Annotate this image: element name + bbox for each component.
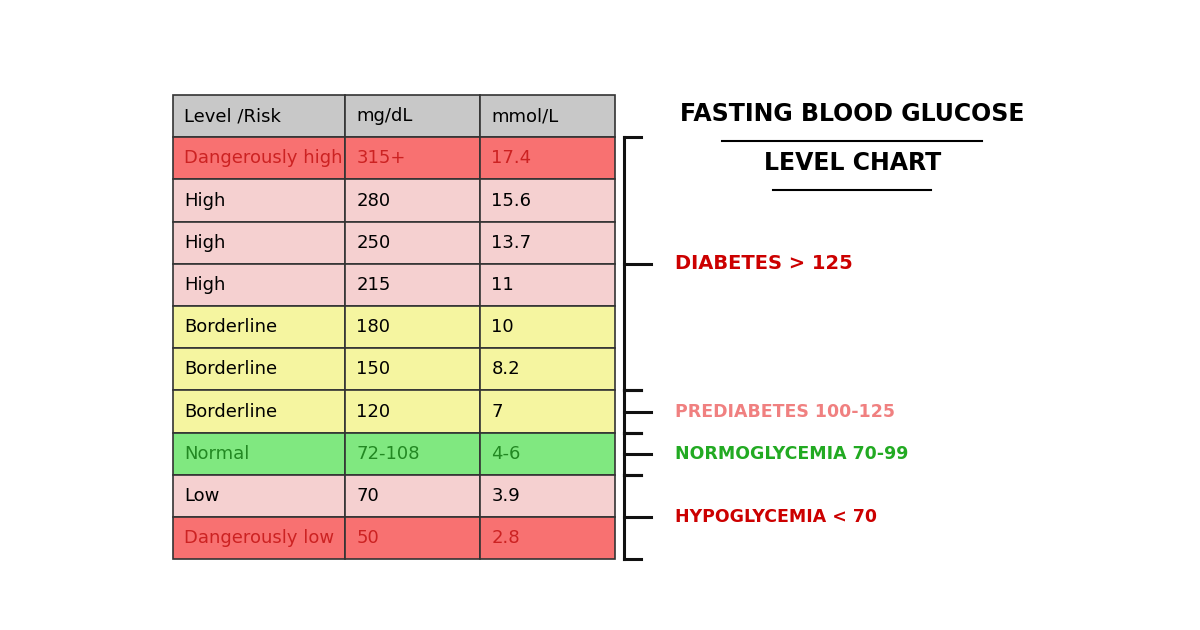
Text: 315+: 315+ — [356, 149, 406, 168]
Text: 8.2: 8.2 — [491, 360, 520, 379]
Text: Low: Low — [185, 487, 220, 505]
Text: Level /Risk: Level /Risk — [185, 107, 281, 125]
Text: Borderline: Borderline — [185, 360, 277, 379]
Text: 150: 150 — [356, 360, 390, 379]
Bar — [480, 391, 616, 433]
Text: High: High — [185, 192, 226, 210]
Text: 280: 280 — [356, 192, 390, 210]
Text: 250: 250 — [356, 234, 391, 252]
Text: 50: 50 — [356, 529, 379, 547]
Text: 2.8: 2.8 — [491, 529, 520, 547]
Text: High: High — [185, 276, 226, 294]
Bar — [173, 348, 346, 391]
Bar — [346, 222, 480, 264]
Text: mmol/L: mmol/L — [491, 107, 558, 125]
Bar — [346, 95, 480, 137]
Text: Borderline: Borderline — [185, 318, 277, 336]
Bar — [480, 95, 616, 137]
Bar — [346, 180, 480, 222]
Bar — [346, 348, 480, 391]
Bar — [480, 222, 616, 264]
Bar — [346, 264, 480, 306]
Text: 11: 11 — [491, 276, 514, 294]
Text: FASTING BLOOD GLUCOSE: FASTING BLOOD GLUCOSE — [680, 102, 1025, 126]
Bar — [173, 306, 346, 348]
Bar — [173, 391, 346, 433]
Bar — [173, 433, 346, 475]
Bar — [480, 348, 616, 391]
Text: 17.4: 17.4 — [491, 149, 532, 168]
Bar — [480, 264, 616, 306]
Text: 215: 215 — [356, 276, 391, 294]
Text: PREDIABETES 100-125: PREDIABETES 100-125 — [676, 403, 895, 421]
Bar — [346, 517, 480, 559]
Bar — [173, 137, 346, 180]
Text: 10: 10 — [491, 318, 514, 336]
Text: Dangerously low: Dangerously low — [185, 529, 335, 547]
Text: 7: 7 — [491, 403, 503, 421]
Bar — [173, 222, 346, 264]
Bar — [480, 433, 616, 475]
Text: DIABETES > 125: DIABETES > 125 — [676, 255, 853, 273]
Bar — [480, 517, 616, 559]
Bar — [346, 433, 480, 475]
Bar — [480, 475, 616, 517]
Bar — [346, 137, 480, 180]
Text: 70: 70 — [356, 487, 379, 505]
Bar — [173, 264, 346, 306]
Text: HYPOGLYCEMIA < 70: HYPOGLYCEMIA < 70 — [676, 508, 877, 526]
Bar — [480, 180, 616, 222]
Text: mg/dL: mg/dL — [356, 107, 413, 125]
Text: 4-6: 4-6 — [491, 445, 521, 463]
Text: 120: 120 — [356, 403, 390, 421]
Text: LEVEL CHART: LEVEL CHART — [763, 151, 941, 175]
Text: High: High — [185, 234, 226, 252]
Text: 3.9: 3.9 — [491, 487, 520, 505]
Bar — [173, 517, 346, 559]
Text: Normal: Normal — [185, 445, 250, 463]
Text: NORMOGLYCEMIA 70-99: NORMOGLYCEMIA 70-99 — [676, 445, 908, 463]
Text: Borderline: Borderline — [185, 403, 277, 421]
Text: 72-108: 72-108 — [356, 445, 420, 463]
Bar — [346, 306, 480, 348]
Bar — [480, 137, 616, 180]
Bar — [480, 306, 616, 348]
Bar — [346, 475, 480, 517]
Bar — [173, 180, 346, 222]
Text: 180: 180 — [356, 318, 390, 336]
Bar — [346, 391, 480, 433]
Text: Dangerously high: Dangerously high — [185, 149, 343, 168]
Text: 13.7: 13.7 — [491, 234, 532, 252]
Text: 15.6: 15.6 — [491, 192, 532, 210]
Bar — [173, 95, 346, 137]
Bar — [173, 475, 346, 517]
